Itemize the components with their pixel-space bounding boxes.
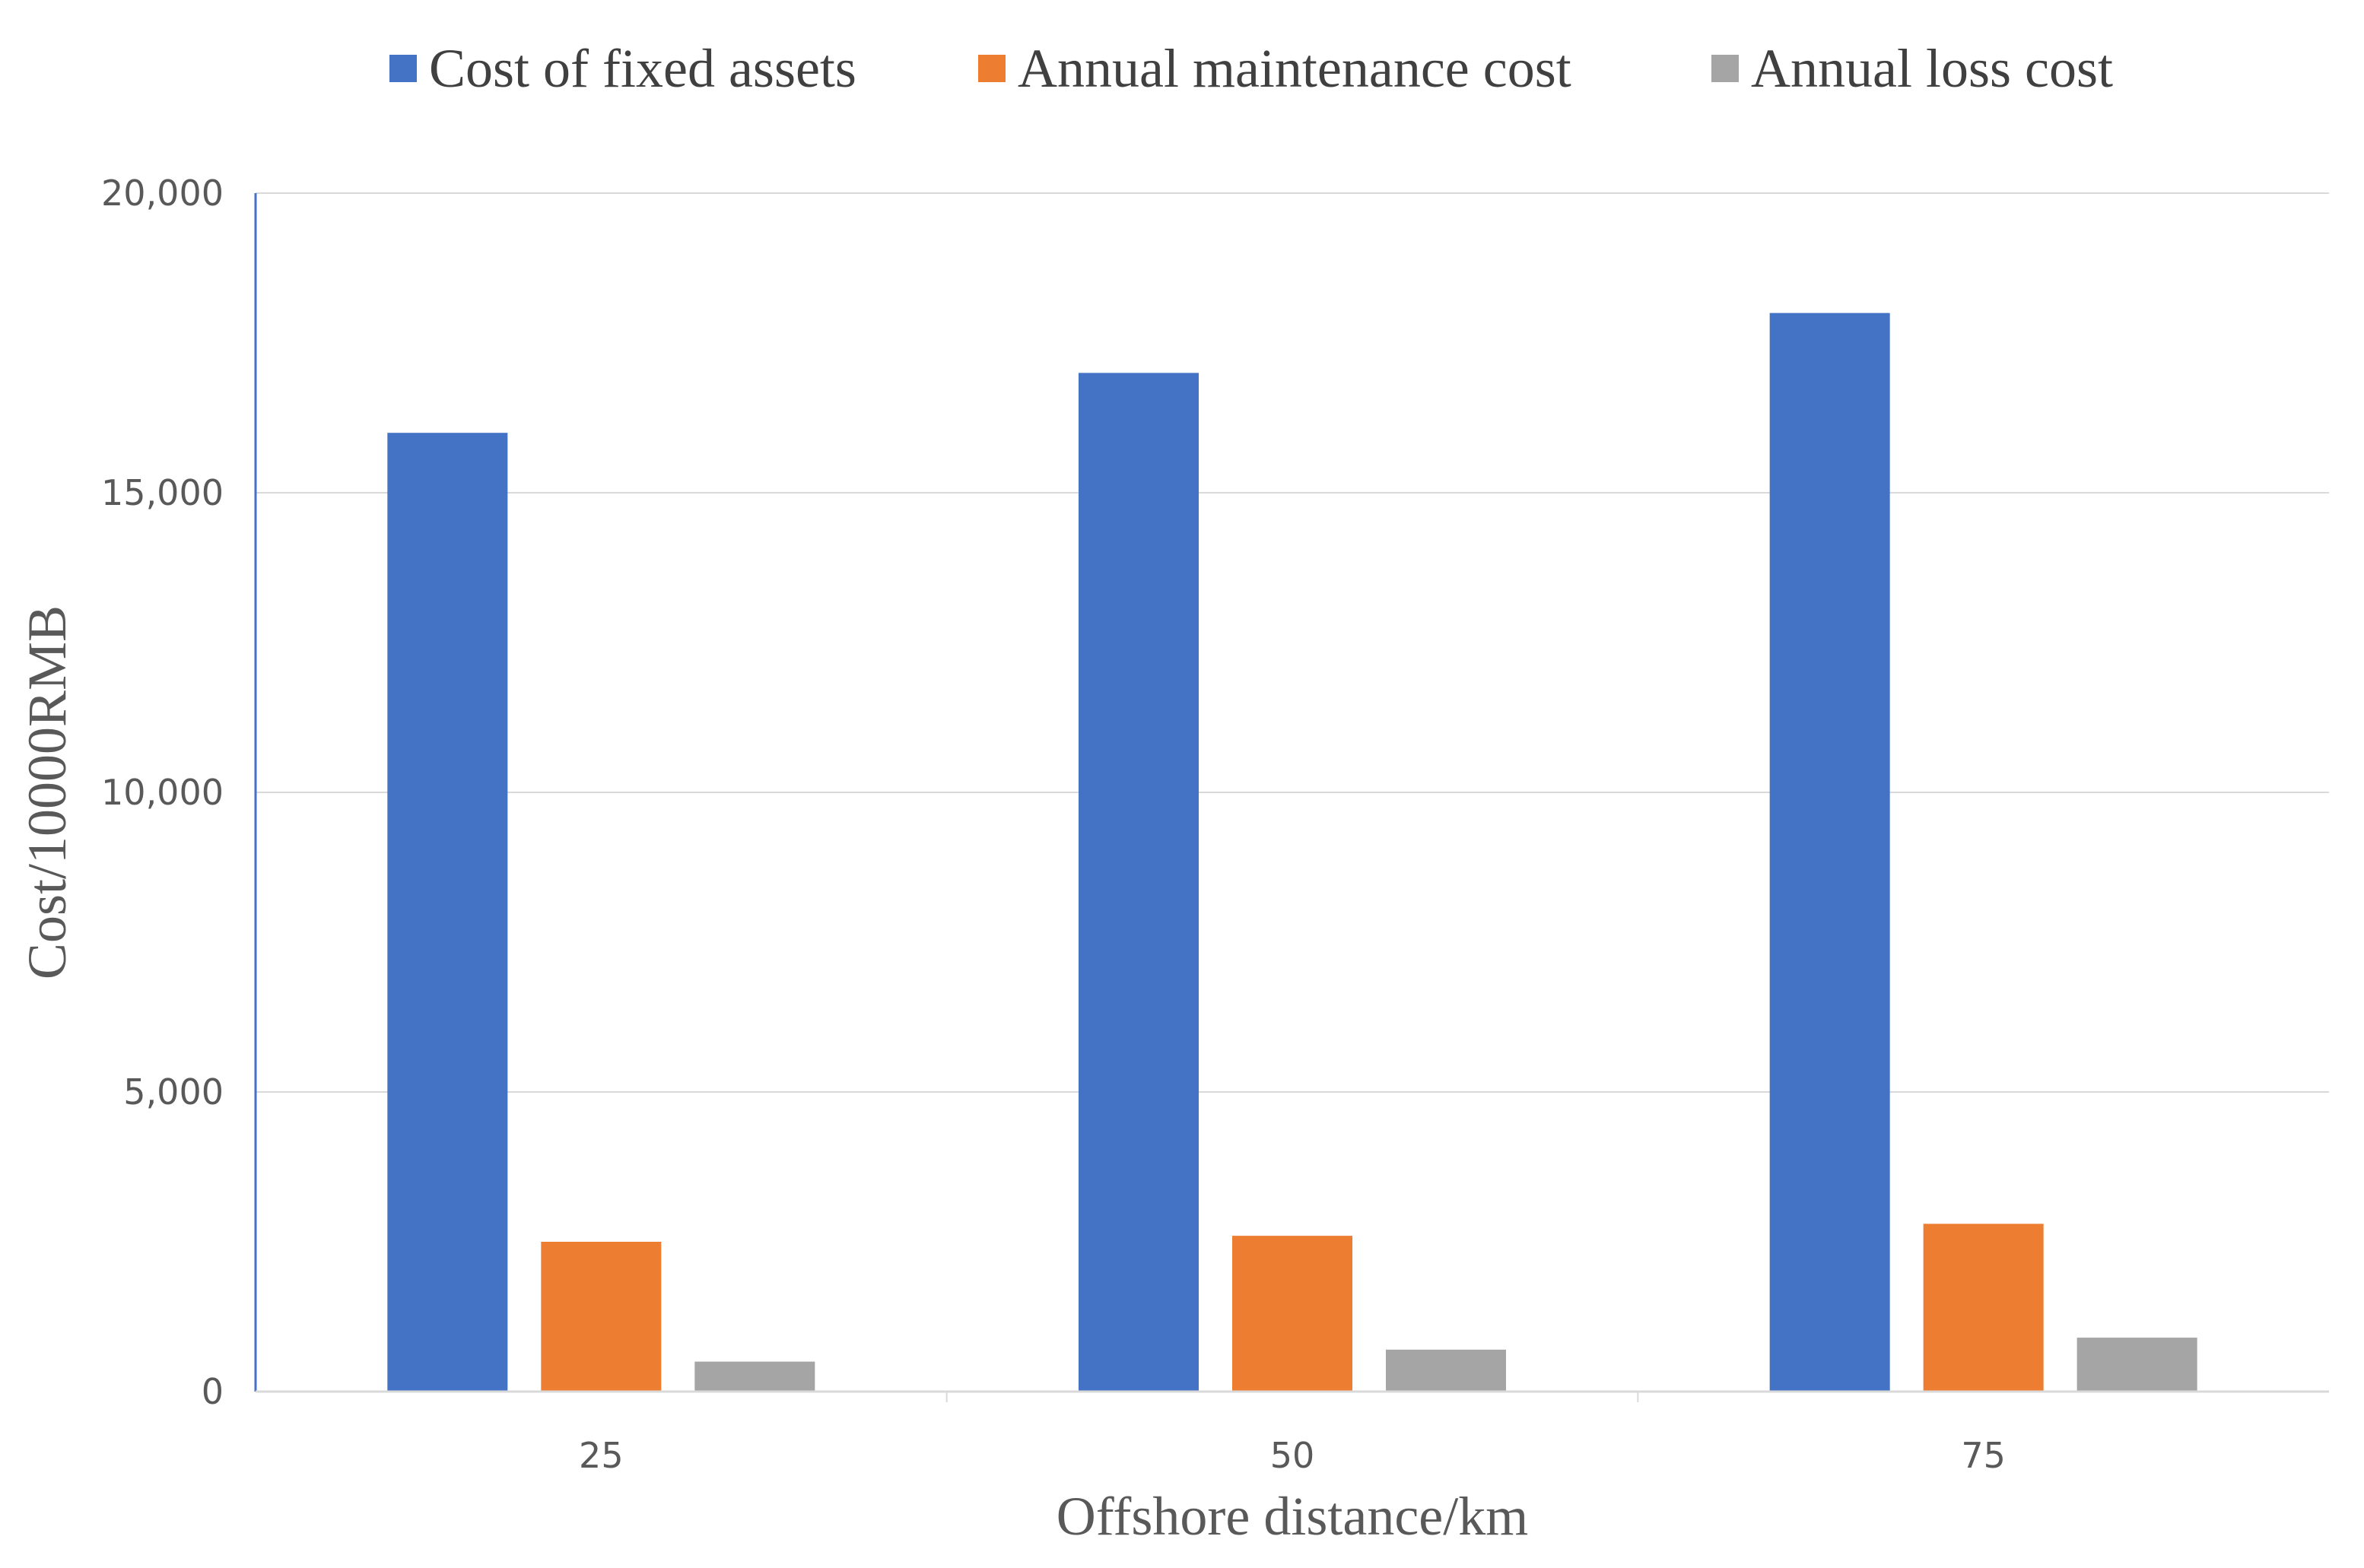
bar-annual-loss-cost-50 [1386,1349,1506,1392]
chart-bars [387,313,2197,1392]
bar-annual-maintenance-cost-50 [1232,1236,1352,1392]
y-tick-label: 15,000 [101,472,224,513]
bar-cost-of-fixed-assets-50 [1079,373,1199,1392]
bar-cost-of-fixed-assets-75 [1769,313,1890,1392]
bar-annual-loss-cost-75 [2076,1338,2197,1392]
bar-cost-of-fixed-assets-25 [387,433,508,1392]
legend-label: Annual maintenance cost [1018,38,1571,99]
legend-label: Cost of fixed assets [429,38,856,99]
legend-swatch-0 [389,55,417,82]
x-tick-label: 50 [1270,1435,1315,1476]
bar-annual-maintenance-cost-25 [541,1242,662,1392]
y-tick-label: 10,000 [101,772,224,813]
y-axis-title: Cost/10000RMB [17,605,78,979]
x-tick-label: 75 [1961,1435,2006,1476]
bar-annual-loss-cost-25 [694,1361,815,1392]
chart-grid [256,192,2329,1093]
x-tick-label: 25 [579,1435,624,1476]
legend-swatch-1 [978,55,1006,82]
x-axis-title: Offshore distance/km [1056,1486,1529,1547]
legend-label: Annual loss cost [1751,38,2113,99]
y-axis-ticks: 0 5,000 10,000 15,000 20,000 [101,173,224,1412]
chart-axes [254,193,2329,1402]
bar-annual-maintenance-cost-75 [1923,1224,2044,1392]
y-tick-label: 5,000 [123,1071,224,1113]
y-tick-label: 0 [202,1371,224,1412]
chart-legend: Cost of fixed assets Annual maintenance c… [389,38,2113,99]
y-tick-label: 20,000 [101,173,224,214]
x-axis-ticks: 25 50 75 [579,1435,2006,1476]
legend-swatch-2 [1711,55,1739,82]
